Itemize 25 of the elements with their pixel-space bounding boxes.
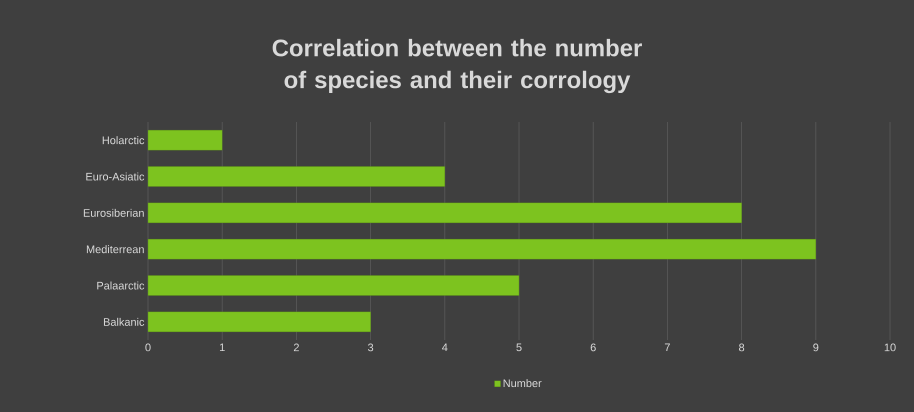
x-tick-label: 7	[664, 344, 670, 352]
y-tick-label: Palaarctic	[97, 281, 144, 290]
y-tick-label: Balkanic	[104, 318, 144, 326]
y-tick-label: Eurosiberian	[84, 208, 144, 217]
x-tick-label: 6	[590, 344, 596, 352]
bar	[148, 130, 222, 150]
chart-title: Correlation between the number of species and their corrology	[272, 38, 642, 94]
bar	[148, 238, 816, 260]
x-tick-label: 9	[813, 344, 818, 352]
x-tick-label: 2	[294, 344, 299, 352]
y-tick-label: Mediterrean	[86, 245, 144, 254]
x-tick-label: 0	[145, 344, 151, 352]
y-tick-label: Euro-Asiatic	[86, 172, 144, 181]
bar	[148, 166, 446, 187]
bar	[148, 312, 371, 332]
x-tick-label: 8	[739, 344, 744, 352]
legend-label: Number	[504, 379, 542, 388]
y-tick-label: Holarctic	[102, 136, 144, 144]
x-tick-label: 3	[368, 344, 374, 352]
bar	[148, 202, 742, 224]
x-tick-label: 1	[220, 344, 225, 352]
bar	[148, 275, 520, 296]
x-tick-label: 5	[516, 344, 522, 352]
x-tick-label: 10	[884, 344, 896, 352]
x-tick-label: 4	[442, 344, 448, 352]
